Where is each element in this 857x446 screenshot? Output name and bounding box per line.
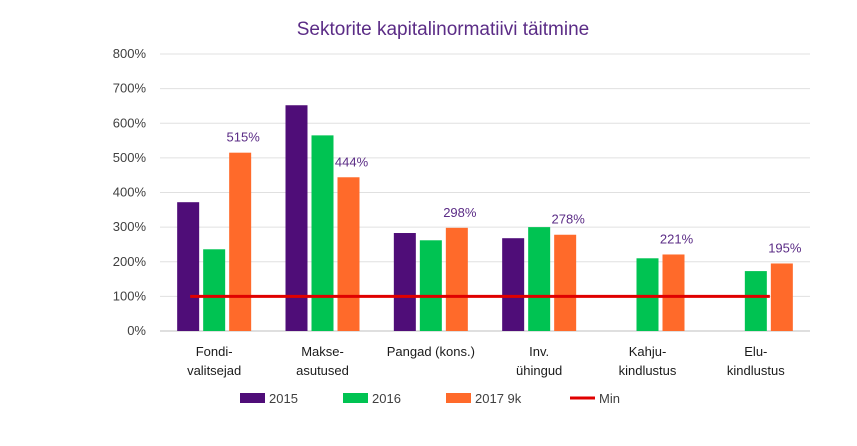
data-label: 195%	[768, 240, 802, 255]
legend-label: 2015	[269, 391, 298, 406]
bars	[177, 105, 793, 332]
bar-2017-9k-4	[662, 254, 685, 331]
legend-label: Min	[599, 391, 620, 406]
bar-2015-1	[285, 105, 308, 332]
bar-2016-1	[311, 135, 334, 331]
data-label: 221%	[660, 231, 694, 246]
legend-label: 2017 9k	[475, 391, 522, 406]
bar-2017-9k-1	[337, 177, 360, 331]
bar-2016-0	[203, 249, 226, 331]
legend: 2015 2016 2017 9k Min	[240, 391, 620, 406]
data-label: 515%	[227, 130, 261, 145]
y-axis-ticks: 0% 100% 200% 300% 400% 500% 600% 700% 800%	[113, 46, 147, 338]
bar-2016-4	[636, 258, 659, 331]
category-label: valitsejad	[187, 363, 241, 378]
bar-2016-5	[744, 271, 767, 331]
y-tick-label: 700%	[113, 81, 147, 96]
legend-label: 2016	[372, 391, 401, 406]
legend-swatch-2016	[343, 393, 368, 403]
gridlines	[160, 53, 810, 332]
data-label: 444%	[335, 154, 369, 169]
category-label: asutused	[296, 363, 349, 378]
bar-2015-0	[177, 202, 200, 331]
bar-2017-9k-0	[229, 152, 252, 331]
data-label: 298%	[443, 205, 477, 220]
bar-2017-9k-2	[445, 227, 468, 331]
y-tick-label: 600%	[113, 115, 147, 130]
y-tick-label: 300%	[113, 219, 147, 234]
y-tick-label: 800%	[113, 46, 147, 61]
category-label: Fondi-	[196, 344, 233, 359]
bar-2017-9k-3	[554, 234, 577, 331]
legend-swatch-2017-9k	[446, 393, 471, 403]
category-label: Pangad (kons.)	[387, 344, 475, 359]
bar-2015-3	[502, 238, 525, 331]
y-tick-label: 500%	[113, 150, 147, 165]
category-label: Inv.	[529, 344, 549, 359]
bar-2017-9k-5	[770, 263, 793, 331]
bar-2016-3	[528, 227, 551, 331]
data-label: 278%	[552, 212, 586, 227]
y-tick-label: 200%	[113, 254, 147, 269]
legend-swatch-2015	[240, 393, 265, 403]
y-tick-label: 0%	[127, 323, 146, 338]
category-label: Makse-	[301, 344, 344, 359]
category-label: ühingud	[516, 363, 562, 378]
y-tick-label: 400%	[113, 185, 147, 200]
category-label: kindlustus	[619, 363, 677, 378]
data-labels: 515% 444% 298% 278% 221% 195%	[227, 130, 802, 256]
x-axis-categories: Fondi-valitsejad Makse-asutused Pangad (ko…	[187, 344, 785, 378]
bar-2015-2	[393, 233, 416, 331]
y-tick-label: 100%	[113, 288, 147, 303]
chart-title: Sektorite kapitalinormatiivi täitmine	[297, 19, 590, 40]
category-label: Kahju-	[629, 344, 667, 359]
bar-2016-2	[419, 240, 442, 331]
category-label: kindlustus	[727, 363, 785, 378]
category-label: Elu-	[744, 344, 767, 359]
